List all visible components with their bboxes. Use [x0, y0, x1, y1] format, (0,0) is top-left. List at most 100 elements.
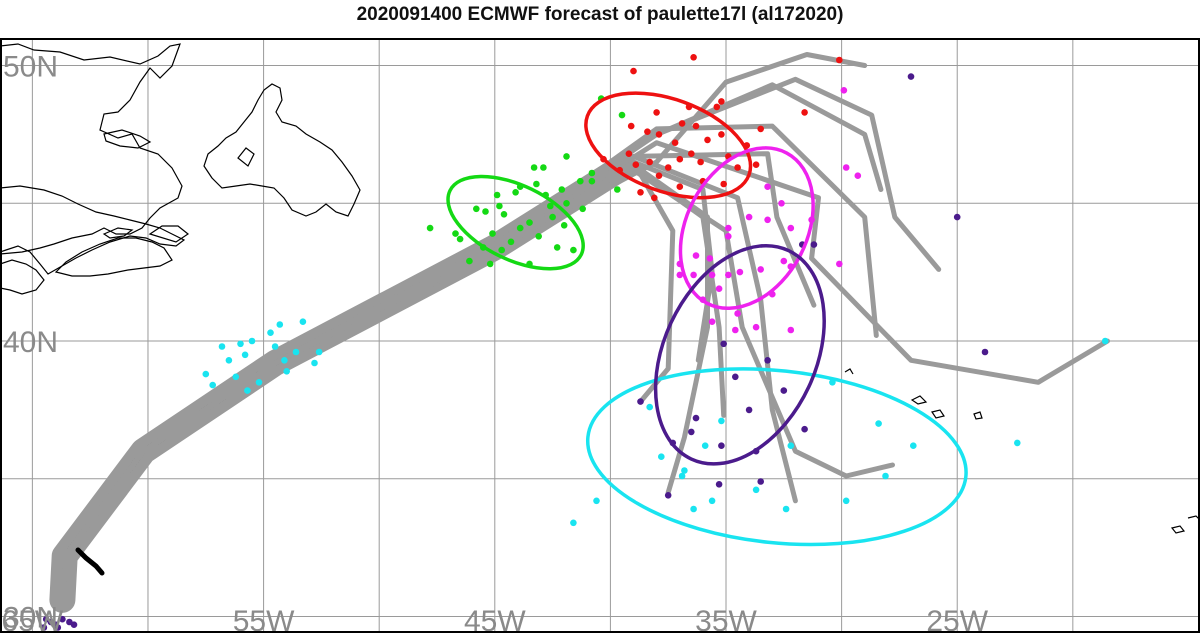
longitude-label: 45W — [464, 605, 526, 633]
map-frame — [0, 38, 1200, 633]
cyan-position-dot — [237, 340, 244, 348]
red-position-dot — [697, 158, 704, 166]
red-position-dot — [836, 56, 843, 64]
purple-position-dot — [664, 492, 672, 499]
cyan-position-dot — [681, 467, 688, 474]
green-position-dot — [570, 246, 577, 254]
cyan-position-dot — [570, 519, 577, 527]
red-position-dot — [688, 150, 695, 157]
purple-position-dot — [54, 624, 62, 631]
cyan-position-dot — [708, 497, 716, 505]
purple-position-dot — [732, 373, 739, 381]
red-position-dot — [646, 158, 653, 166]
cyan-position-dot — [299, 318, 307, 326]
latitude-label: 30N — [3, 601, 58, 633]
cyan-position-dot — [241, 351, 249, 359]
cyan-position-dot — [281, 357, 288, 364]
green-position-dot — [496, 202, 503, 210]
coastline-new-brunswick — [0, 259, 45, 295]
track-swath — [49, 154, 635, 613]
purple-position-dot — [745, 406, 753, 414]
purple-position-dot — [688, 428, 695, 436]
magenta-position-dot — [734, 310, 741, 317]
island-azores-2 — [931, 409, 945, 419]
magenta-position-dot — [780, 257, 788, 265]
map-title: 2020091400 ECMWF forecast of paulette17l… — [356, 4, 844, 25]
magenta-position-dot — [690, 271, 697, 279]
cyan-position-dot — [311, 359, 318, 367]
green-position-dot — [549, 213, 556, 221]
cyan-position-dot — [842, 497, 850, 505]
magenta-position-dot — [708, 271, 716, 279]
initial-position-marker — [75, 547, 105, 576]
green-position-dot — [500, 211, 508, 218]
red-position-dot — [653, 109, 660, 116]
purple-position-dot — [637, 398, 644, 405]
green-position-dot — [426, 224, 434, 232]
green-position-dot — [507, 238, 515, 246]
coastline-newfoundland — [203, 83, 361, 217]
magenta-position-dot — [778, 200, 785, 207]
axis-labels: 65W 55W 45W 35W 25W 50N 40N 30N — [2, 51, 989, 633]
purple-position-dot — [780, 387, 788, 394]
island-azores-1 — [910, 395, 928, 405]
cyan-position-dot — [292, 348, 300, 356]
purple-position-dot — [715, 481, 723, 488]
purple-position-dot — [720, 340, 727, 348]
green-position-dot — [516, 224, 524, 232]
cyan-position-dot — [271, 343, 279, 350]
red-position-dot — [651, 194, 658, 202]
coastline-maritimes — [0, 185, 186, 275]
ensemble-positions — [40, 54, 1109, 631]
cyan-position-dot — [1014, 439, 1021, 447]
red-position-dot — [630, 67, 637, 75]
cyan-position-dot — [283, 368, 291, 375]
spread-ellipses — [446, 91, 968, 547]
ensemble-track — [59, 76, 942, 600]
magenta-position-dot — [725, 233, 732, 240]
ensemble-track — [59, 159, 676, 600]
purple-position-dot — [981, 348, 989, 356]
red-position-dot — [627, 122, 635, 130]
red-position-dot — [678, 120, 686, 127]
coastline-nova-scotia — [54, 237, 173, 277]
green-position-dot — [588, 169, 596, 177]
purple-position-dot — [692, 414, 700, 422]
magenta-position-dot — [757, 266, 764, 273]
green-position-dot — [530, 164, 538, 171]
purple-position-dot — [810, 241, 818, 248]
green-position-dot — [456, 235, 464, 243]
cyan-position-dot — [658, 453, 665, 461]
red-position-dot — [704, 136, 711, 144]
red-position-dot — [718, 131, 725, 138]
green-position-dot — [553, 244, 561, 251]
green-position-dot — [486, 260, 494, 268]
purple-position-dot — [40, 624, 48, 631]
magenta-position-dot — [725, 271, 732, 279]
island-madeira — [1170, 525, 1186, 534]
latitude-label: 40N — [3, 326, 58, 359]
cyan-position-dot — [690, 505, 697, 513]
green-position-dot — [579, 205, 586, 213]
green-position-dot — [493, 191, 501, 199]
green-position-dot — [558, 186, 566, 193]
red-position-dot — [671, 139, 679, 146]
longitude-label: 65W — [2, 605, 64, 633]
magenta-position-dot — [764, 216, 771, 224]
longitude-label: 55W — [233, 605, 295, 633]
magenta-position-dot — [764, 183, 771, 190]
cyan-position-dot — [315, 348, 323, 356]
cyan-position-dot — [248, 337, 256, 345]
cyan-position-dot — [209, 381, 216, 389]
green-position-dot — [563, 153, 570, 160]
green-position-dot — [577, 177, 584, 185]
green-position-dot — [526, 219, 533, 226]
purple-position-dot — [953, 213, 961, 221]
green-position-dot — [547, 202, 554, 210]
cyan-position-dot — [787, 442, 795, 450]
cyan-position-dot — [678, 472, 686, 480]
longitude-label: 35W — [695, 605, 757, 633]
green-position-dot — [618, 111, 626, 119]
red-position-dot — [752, 161, 760, 168]
green-position-dot — [535, 233, 542, 240]
